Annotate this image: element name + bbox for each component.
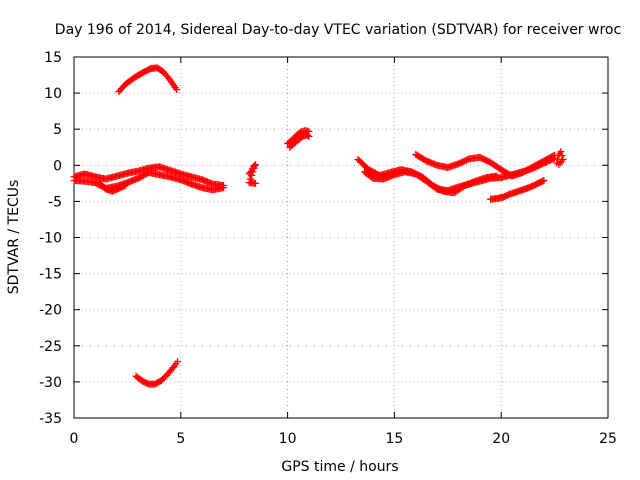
y-tick-label: -20 xyxy=(39,303,62,319)
series-arc-10-11h xyxy=(284,127,313,148)
y-tick-label: -10 xyxy=(39,231,62,247)
y-tick-label: -5 xyxy=(48,194,62,210)
x-axis-title: GPS time / hours xyxy=(281,459,398,475)
axis-ticks: 0 5 10 15 20 25 15 10 5 0 -5 -10 -15 -20 -25 -30 -35 xyxy=(39,50,617,447)
data-marks xyxy=(70,64,567,388)
data-point xyxy=(304,132,312,140)
data-point xyxy=(250,164,258,172)
series-arc-10-11h-b xyxy=(286,131,313,151)
y-axis-title: SDTVAR / TECUs xyxy=(6,180,22,295)
data-point xyxy=(173,85,181,93)
series-points-8.3h xyxy=(245,161,260,187)
series-arc-upper-0-5h xyxy=(115,64,181,96)
data-point xyxy=(220,184,228,192)
x-tick-label: 15 xyxy=(385,431,403,447)
data-point xyxy=(555,161,563,169)
grid xyxy=(74,57,608,418)
series-points-22.7h xyxy=(553,148,567,169)
data-point xyxy=(551,154,559,162)
y-tick-label: -35 xyxy=(39,411,62,427)
x-tick-label: 25 xyxy=(599,431,617,447)
y-tick-label: -25 xyxy=(39,339,62,355)
series-arc-lower-3-5h xyxy=(132,358,182,388)
series-arc-19.5-21h xyxy=(487,176,548,203)
y-tick-label: 15 xyxy=(44,50,62,66)
x-tick-label: 5 xyxy=(176,431,185,447)
y-tick-label: 10 xyxy=(44,86,62,102)
data-point xyxy=(169,364,177,372)
data-point xyxy=(248,171,256,179)
x-tick-label: 20 xyxy=(492,431,510,447)
series-band-0-7h-c xyxy=(96,179,129,195)
data-point xyxy=(174,358,182,366)
data-point xyxy=(249,168,257,176)
data-point xyxy=(556,159,564,167)
data-point xyxy=(305,132,313,140)
data-point xyxy=(557,148,565,156)
data-point xyxy=(252,161,260,169)
y-tick-label: -15 xyxy=(39,267,62,283)
data-point xyxy=(540,176,548,184)
y-tick-label: -30 xyxy=(39,375,62,391)
x-tick-label: 10 xyxy=(279,431,297,447)
y-tick-label: 0 xyxy=(53,158,62,174)
x-tick-label: 0 xyxy=(70,431,79,447)
y-tick-label: 5 xyxy=(53,122,62,138)
data-point xyxy=(539,177,547,185)
chart-title: Day 196 of 2014, Sidereal Day-to-day VTE… xyxy=(55,22,621,38)
data-point xyxy=(121,182,129,190)
data-point xyxy=(252,179,260,187)
series-band-17-22h xyxy=(433,154,559,195)
series-band-0-7h-a xyxy=(70,163,228,190)
